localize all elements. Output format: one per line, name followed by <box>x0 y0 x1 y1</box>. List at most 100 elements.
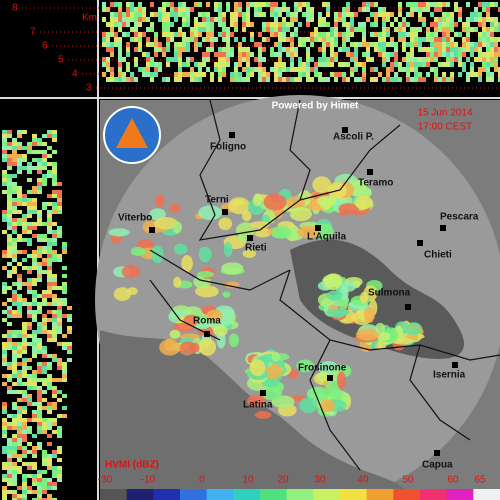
echo-cell <box>47 386 52 390</box>
echo-cell <box>186 22 190 27</box>
echo-cell <box>7 254 12 258</box>
echo-cell <box>398 37 402 42</box>
echo-cell <box>182 47 186 52</box>
echo-cell <box>32 462 37 466</box>
echo-cell <box>142 17 146 22</box>
echo-cell <box>42 154 47 158</box>
echo-cell <box>294 2 298 7</box>
echo-cell <box>2 190 7 194</box>
echo-cell <box>7 286 12 290</box>
echo-cell <box>62 342 67 346</box>
echo-cell <box>106 62 110 67</box>
echo-cell <box>32 482 37 486</box>
echo-cell <box>226 7 230 12</box>
echo-cell <box>218 2 222 7</box>
echo-cell <box>426 7 430 12</box>
echo-cell <box>27 150 32 154</box>
echo-cell <box>386 17 390 22</box>
echo-cell <box>2 170 7 174</box>
echo-cell <box>398 12 402 17</box>
echo-cell <box>182 37 186 42</box>
echo-cell <box>206 47 210 52</box>
echo-cell <box>182 32 186 37</box>
echo-cell <box>7 478 12 482</box>
echo-cell <box>442 37 446 42</box>
echo-cell <box>102 2 106 7</box>
echo-cell <box>330 72 334 77</box>
echo-cell <box>37 166 42 170</box>
echo-cell <box>47 310 52 314</box>
echo-cell <box>62 406 67 410</box>
echo-cell <box>498 77 500 82</box>
echo-cell <box>462 67 466 72</box>
legend-tick: -10 <box>141 475 156 486</box>
echo-cell <box>234 77 238 82</box>
echo-cell <box>398 77 402 82</box>
echo-cell <box>482 17 486 22</box>
echo-cell <box>394 72 398 77</box>
echo-cell <box>482 37 486 42</box>
echo <box>306 386 331 401</box>
echo-cell <box>42 450 47 454</box>
echo-cell <box>12 174 17 178</box>
city-label: Latina <box>243 400 273 411</box>
echo-cell <box>130 27 134 32</box>
echo-cell <box>7 154 12 158</box>
legend-tick: 40 <box>357 475 369 486</box>
echo-cell <box>7 426 12 430</box>
echo-cell <box>17 262 22 266</box>
echo-cell <box>298 57 302 62</box>
echo-cell <box>42 422 47 426</box>
echo-cell <box>402 67 406 72</box>
echo-cell <box>22 394 27 398</box>
echo-cell <box>322 57 326 62</box>
echo-cell <box>57 426 62 430</box>
echo-cell <box>422 37 426 42</box>
echo-cell <box>290 57 294 62</box>
echo-cell <box>186 17 190 22</box>
echo-cell <box>458 47 462 52</box>
echo-cell <box>298 72 302 77</box>
color-step <box>180 489 208 500</box>
echo-cell <box>350 22 354 27</box>
city-marker <box>434 450 440 456</box>
echo-cell <box>374 47 378 52</box>
echo-cell <box>154 62 158 67</box>
echo-cell <box>114 32 118 37</box>
echo-cell <box>52 318 57 322</box>
echo-cell <box>330 57 334 62</box>
echo-cell <box>52 394 57 398</box>
echo-cell <box>37 294 42 298</box>
echo-cell <box>350 27 354 32</box>
echo-cell <box>62 302 67 306</box>
echo-cell <box>282 77 286 82</box>
echo-cell <box>138 47 142 52</box>
echo-cell <box>206 12 210 17</box>
echo-cell <box>62 370 67 374</box>
echo <box>326 308 350 317</box>
echo-cell <box>242 27 246 32</box>
echo-cell <box>454 32 458 37</box>
echo-cell <box>57 226 62 230</box>
echo <box>194 317 211 330</box>
echo-cell <box>57 182 62 186</box>
echo-cell <box>490 2 494 7</box>
echo-cell <box>178 52 182 57</box>
echo-cell <box>158 17 162 22</box>
echo-cell <box>310 37 314 42</box>
echo-cell <box>7 222 12 226</box>
echo <box>375 322 386 334</box>
echo-cell <box>7 210 12 214</box>
echo-cell <box>22 438 27 442</box>
echo-cell <box>27 282 32 286</box>
echo-cell <box>490 52 494 57</box>
echo-cell <box>32 262 37 266</box>
echo-cell <box>114 17 118 22</box>
echo-cell <box>354 57 358 62</box>
echo-cell <box>57 378 62 382</box>
echo <box>196 270 215 278</box>
echo-cell <box>450 42 454 47</box>
echo-cell <box>286 47 290 52</box>
echo-cell <box>186 42 190 47</box>
echo-cell <box>22 166 27 170</box>
